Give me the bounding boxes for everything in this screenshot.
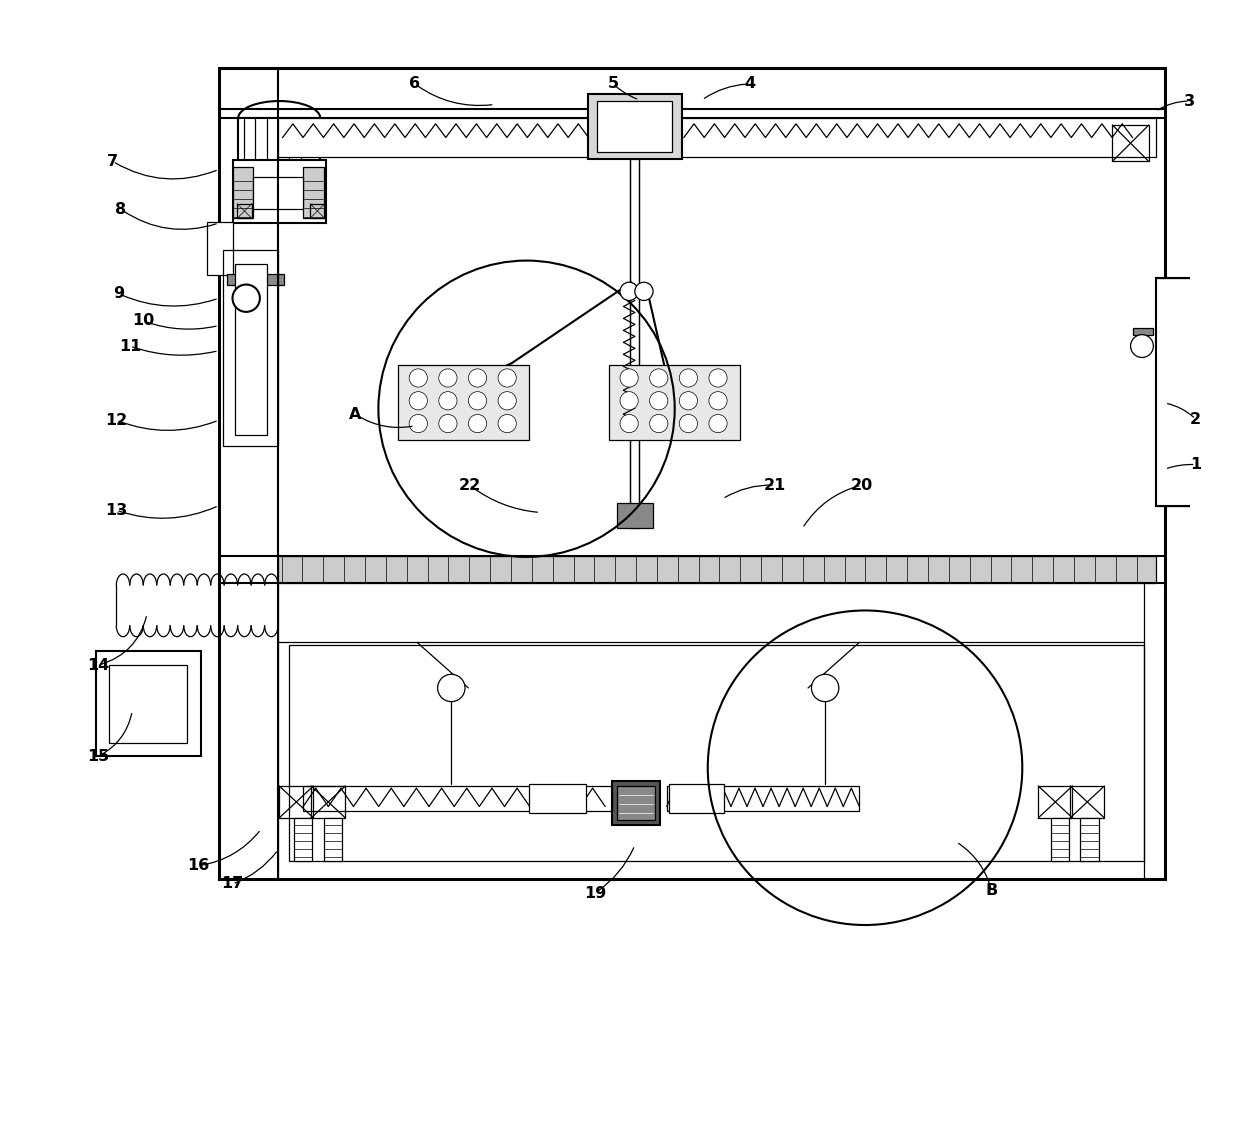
- Circle shape: [811, 674, 838, 701]
- Circle shape: [650, 414, 668, 433]
- Bar: [233, 168, 253, 218]
- Bar: [279, 786, 314, 817]
- Bar: [238, 118, 320, 162]
- Bar: [278, 118, 1156, 157]
- Bar: [1080, 817, 1099, 861]
- Bar: [1038, 786, 1073, 817]
- Text: 17: 17: [222, 876, 243, 892]
- Text: 15: 15: [87, 748, 109, 763]
- Circle shape: [635, 282, 653, 301]
- Bar: [324, 817, 342, 861]
- Bar: [630, 160, 640, 528]
- Bar: [667, 786, 859, 810]
- Bar: [398, 365, 528, 440]
- Bar: [1050, 817, 1069, 861]
- Circle shape: [469, 391, 486, 410]
- Circle shape: [233, 285, 260, 312]
- Circle shape: [709, 391, 727, 410]
- Bar: [311, 786, 346, 817]
- Circle shape: [680, 391, 697, 410]
- Circle shape: [680, 369, 697, 387]
- Circle shape: [620, 369, 639, 387]
- Bar: [303, 786, 613, 810]
- Bar: [1112, 125, 1148, 162]
- Text: 9: 9: [113, 286, 124, 301]
- Bar: [294, 817, 312, 861]
- Text: 22: 22: [459, 478, 481, 492]
- Text: 5: 5: [608, 77, 619, 92]
- Text: 10: 10: [133, 313, 155, 328]
- Bar: [233, 161, 326, 223]
- Circle shape: [438, 674, 465, 701]
- Bar: [1133, 328, 1153, 335]
- Circle shape: [469, 369, 486, 387]
- Text: 20: 20: [851, 478, 873, 492]
- Bar: [588, 94, 682, 160]
- Text: 3: 3: [1184, 93, 1195, 109]
- Circle shape: [498, 391, 516, 410]
- Bar: [310, 203, 325, 218]
- Circle shape: [409, 414, 428, 433]
- Text: 8: 8: [115, 202, 126, 217]
- Circle shape: [498, 369, 516, 387]
- Bar: [253, 178, 303, 209]
- Text: A: A: [350, 406, 362, 422]
- Circle shape: [650, 391, 668, 410]
- Bar: [278, 556, 1156, 583]
- Circle shape: [620, 414, 639, 433]
- Circle shape: [409, 369, 428, 387]
- Bar: [616, 503, 653, 528]
- Text: 12: 12: [105, 412, 128, 428]
- Circle shape: [650, 369, 668, 387]
- Bar: [616, 786, 655, 820]
- Circle shape: [439, 391, 458, 410]
- Text: 4: 4: [744, 77, 755, 92]
- Text: 1: 1: [1190, 457, 1202, 472]
- Text: 14: 14: [87, 658, 109, 673]
- Circle shape: [1131, 335, 1153, 357]
- Circle shape: [680, 414, 697, 433]
- Circle shape: [709, 414, 727, 433]
- Circle shape: [439, 414, 458, 433]
- Text: 7: 7: [108, 154, 118, 169]
- Bar: [227, 274, 284, 285]
- Bar: [1070, 786, 1105, 817]
- Bar: [1156, 278, 1202, 505]
- Text: B: B: [986, 883, 998, 899]
- Text: 16: 16: [187, 859, 210, 874]
- Bar: [234, 264, 267, 435]
- Circle shape: [498, 414, 516, 433]
- Bar: [207, 222, 233, 276]
- Circle shape: [439, 369, 458, 387]
- Text: 2: 2: [1190, 411, 1202, 427]
- Text: 6: 6: [409, 77, 420, 92]
- Circle shape: [620, 391, 639, 410]
- Bar: [289, 645, 1145, 861]
- Bar: [218, 68, 1164, 879]
- Text: 13: 13: [105, 503, 128, 518]
- Bar: [670, 784, 724, 813]
- Bar: [609, 365, 740, 440]
- Bar: [303, 168, 324, 218]
- Bar: [95, 652, 201, 757]
- Bar: [528, 784, 585, 813]
- Bar: [223, 250, 278, 447]
- Text: 11: 11: [119, 339, 141, 354]
- Circle shape: [709, 369, 727, 387]
- Text: 19: 19: [584, 885, 606, 901]
- Circle shape: [469, 414, 486, 433]
- Bar: [613, 782, 660, 824]
- Bar: [598, 101, 672, 153]
- Circle shape: [409, 391, 428, 410]
- Circle shape: [620, 282, 639, 301]
- Bar: [237, 203, 252, 218]
- Text: 21: 21: [764, 478, 786, 492]
- Bar: [109, 665, 187, 743]
